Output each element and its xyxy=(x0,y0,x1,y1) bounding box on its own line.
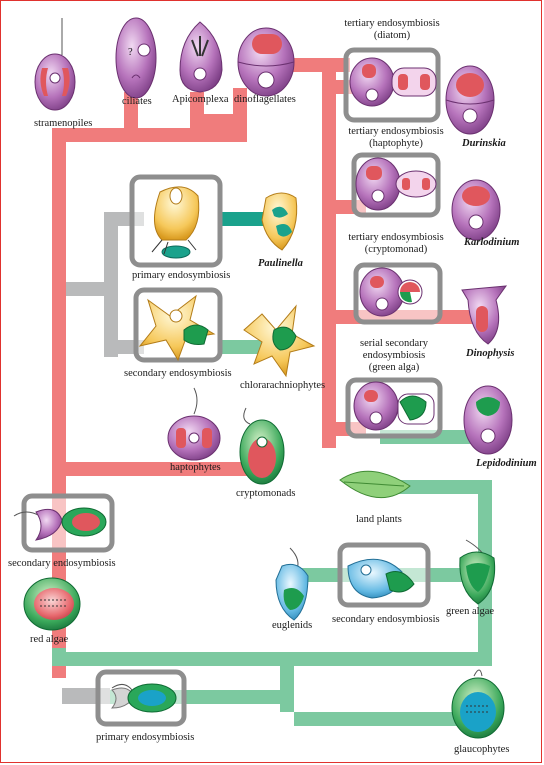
label-glaucophytes: glaucophytes xyxy=(454,744,509,755)
teal-lineage-band xyxy=(218,212,270,226)
label-tertiary-cryptomonad-1: tertiary endosymbiosis xyxy=(348,232,443,243)
glaucophyte-cell-icon xyxy=(451,669,505,739)
gray-lineage-bands xyxy=(62,212,144,704)
svg-text:?: ? xyxy=(128,47,133,58)
label-dinophysis: Dinophysis xyxy=(465,348,514,359)
secondary-red-cells-icon xyxy=(13,507,107,541)
primary-main-cells-icon xyxy=(110,683,177,713)
tertiary-diatom-cells-icon xyxy=(349,57,437,107)
durinskia-cell-icon xyxy=(445,65,495,135)
secondary-green-cells-icon xyxy=(347,558,415,599)
label-karlodinium: Karlodinium xyxy=(463,237,519,248)
red-algae-cell-icon xyxy=(23,577,81,631)
label-tertiary-diatom-2: (diatom) xyxy=(374,30,411,41)
label-primary-endosymbiosis-paulinella: primary endosymbiosis xyxy=(132,270,230,281)
euglenid-cell-icon xyxy=(275,547,309,621)
haptophyte-cell-icon xyxy=(167,387,221,461)
label-red-algae: red algae xyxy=(30,634,69,645)
label-haptophytes: haptophytes xyxy=(170,462,221,473)
lepidodinium-cell-icon xyxy=(463,385,513,455)
label-euglenids: euglenids xyxy=(272,620,312,631)
label-paulinella: Paulinella xyxy=(258,258,303,269)
dinoflagellate-cell-icon xyxy=(237,27,295,97)
karlodinium-cell-icon xyxy=(451,179,501,241)
chlorarachnio-secondary-cell-icon xyxy=(138,294,216,362)
label-apicomplexa: Apicomplexa xyxy=(172,94,229,105)
label-serial-secondary-3: (green alga) xyxy=(369,362,420,373)
label-tertiary-diatom-1: tertiary endosymbiosis xyxy=(344,18,439,29)
label-primary-endosymbiosis-main: primary endosymbiosis xyxy=(96,732,194,743)
label-durinskia: Durinskia xyxy=(461,138,506,149)
label-secondary-endosymbiosis-red: secondary endosymbiosis xyxy=(8,558,116,569)
land-plant-leaf-icon xyxy=(339,470,411,499)
label-land-plants: land plants xyxy=(356,514,402,525)
label-cryptomonads: cryptomonads xyxy=(236,488,296,499)
label-stramenopiles: stramenopiles xyxy=(34,118,92,129)
label-secondary-endosymbiosis-green: secondary endosymbiosis xyxy=(332,614,440,625)
label-lepidodinium: Lepidodinium xyxy=(475,458,537,469)
label-serial-secondary-2: endosymbiosis xyxy=(363,350,425,361)
label-chlorarachniophytes: chlorarachniophytes xyxy=(240,380,325,391)
cryptomonad-cell-icon xyxy=(239,407,285,485)
label-tertiary-haptophyte-1: tertiary endosymbiosis xyxy=(348,126,443,137)
label-ciliates: ciliates xyxy=(122,96,152,107)
label-green-algae: green algae xyxy=(446,606,494,617)
label-tertiary-haptophyte-2: (haptophyte) xyxy=(369,138,423,149)
tertiary-cryptomonad-cells-icon xyxy=(359,267,423,317)
label-secondary-endosymbiosis-chlorarachnio: secondary endosymbiosis xyxy=(124,368,232,379)
ciliate-cell-icon: ? xyxy=(115,17,157,99)
tertiary-haptophyte-cells-icon xyxy=(355,157,437,211)
label-serial-secondary-1: serial secondary xyxy=(360,338,429,349)
apicomplexa-cell-icon xyxy=(179,21,223,93)
label-tertiary-cryptomonad-2: (cryptomonad) xyxy=(365,244,428,255)
chlorarachniophyte-cell-icon xyxy=(243,304,316,378)
serial-secondary-cells-icon xyxy=(353,381,435,431)
green-algae-cell-icon xyxy=(459,539,496,605)
paulinella-primary-cell-icon xyxy=(151,186,200,259)
dinophysis-cell-icon xyxy=(461,285,508,345)
label-dinoflagellates: dinoflagellates xyxy=(234,94,296,105)
paulinella-cell-icon xyxy=(261,192,298,251)
stramenopile-cell-icon xyxy=(34,18,76,111)
